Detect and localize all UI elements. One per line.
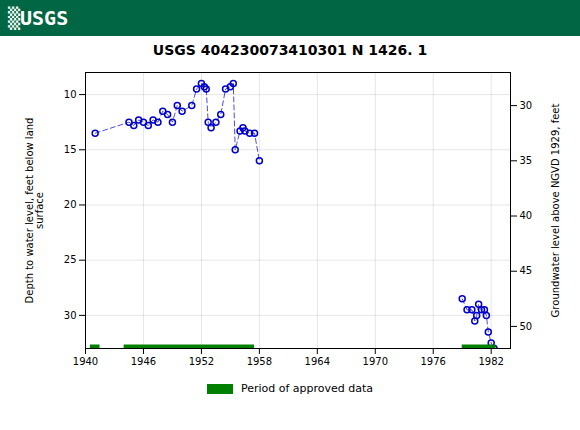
svg-text:15: 15	[64, 144, 77, 155]
svg-text:1964: 1964	[305, 356, 330, 367]
svg-text:1952: 1952	[189, 356, 214, 367]
svg-text:1976: 1976	[421, 356, 446, 367]
svg-text:1958: 1958	[247, 356, 272, 367]
html-text:Period of approved data: Period of approved data	[240, 382, 374, 395]
svg-text:50: 50	[520, 321, 533, 332]
svg-text:1970: 1970	[363, 356, 388, 367]
svg-text:1982: 1982	[478, 356, 503, 367]
svg-text:Depth to water level, feet bel: Depth to water level, feet below landsur…	[24, 118, 45, 304]
svg-text:10: 10	[64, 89, 77, 100]
svg-text:1946: 1946	[131, 356, 156, 367]
html-text:USGS 404230073410301 N 1426. 1: USGS 404230073410301 N 1426. 1	[152, 42, 428, 58]
svg-text:35: 35	[520, 155, 533, 166]
html-text:▒USGS: ▒USGS	[8, 6, 69, 30]
svg-text:1940: 1940	[73, 356, 98, 367]
svg-text:30: 30	[520, 100, 533, 111]
svg-text:30: 30	[64, 310, 77, 321]
svg-text:45: 45	[520, 265, 533, 276]
svg-text:20: 20	[64, 199, 77, 210]
svg-text:40: 40	[520, 210, 533, 221]
svg-text:Groundwater level above NGVD 1: Groundwater level above NGVD 1929, feet	[550, 104, 561, 318]
svg-text:25: 25	[64, 254, 77, 265]
